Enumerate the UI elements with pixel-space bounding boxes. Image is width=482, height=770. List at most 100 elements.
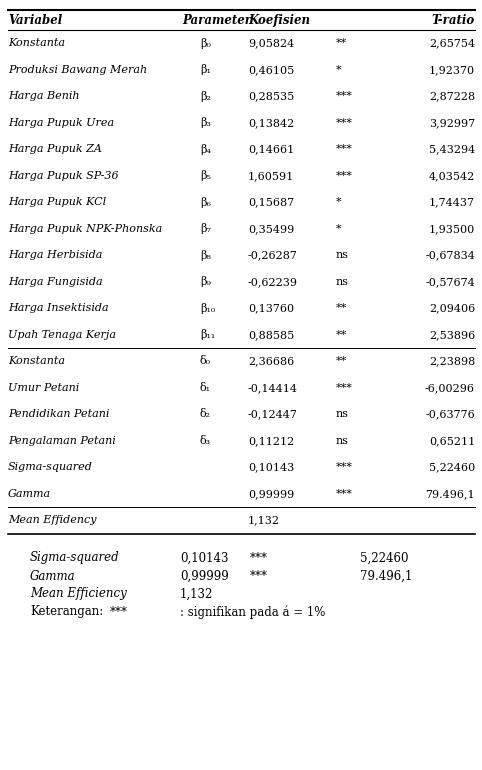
Text: ***: *** bbox=[336, 462, 353, 472]
Text: β₉: β₉ bbox=[200, 276, 211, 287]
Text: **: ** bbox=[336, 357, 347, 367]
Text: -0,63776: -0,63776 bbox=[425, 409, 475, 419]
Text: ***: *** bbox=[336, 383, 353, 393]
Text: Harga Pupuk SP-36: Harga Pupuk SP-36 bbox=[8, 171, 119, 181]
Text: *: * bbox=[336, 224, 342, 234]
Text: β₃: β₃ bbox=[200, 117, 211, 129]
Text: 79.496,1: 79.496,1 bbox=[426, 489, 475, 499]
Text: -6,00296: -6,00296 bbox=[425, 383, 475, 393]
Text: β₀: β₀ bbox=[200, 38, 211, 49]
Text: Upah Tenaga Kerja: Upah Tenaga Kerja bbox=[8, 330, 116, 340]
Text: 2,36686: 2,36686 bbox=[248, 357, 294, 367]
Text: 79.496,1: 79.496,1 bbox=[360, 570, 413, 582]
Text: 0,15687: 0,15687 bbox=[248, 197, 294, 207]
Text: -0,62239: -0,62239 bbox=[248, 276, 298, 286]
Text: ***: *** bbox=[336, 92, 353, 101]
Text: 5,43294: 5,43294 bbox=[429, 144, 475, 154]
Text: Konstanta: Konstanta bbox=[8, 38, 65, 49]
Text: 0,28535: 0,28535 bbox=[248, 92, 294, 101]
Text: 0,10143: 0,10143 bbox=[248, 462, 294, 472]
Text: Mean Effidency: Mean Effidency bbox=[8, 515, 96, 525]
Text: 1,60591: 1,60591 bbox=[248, 171, 294, 181]
Text: Pengalaman Petani: Pengalaman Petani bbox=[8, 436, 116, 446]
Text: 2,23898: 2,23898 bbox=[429, 357, 475, 367]
Text: 1,74437: 1,74437 bbox=[429, 197, 475, 207]
Text: -0,57674: -0,57674 bbox=[425, 276, 475, 286]
Text: 3,92997: 3,92997 bbox=[429, 118, 475, 128]
Text: ***: *** bbox=[336, 144, 353, 154]
Text: 1,132: 1,132 bbox=[180, 588, 214, 601]
Text: Parameter: Parameter bbox=[182, 14, 251, 26]
Text: 4,03542: 4,03542 bbox=[429, 171, 475, 181]
Text: Harga Insektisida: Harga Insektisida bbox=[8, 303, 108, 313]
Text: Sigma-squared: Sigma-squared bbox=[8, 462, 93, 472]
Text: Sigma-squared: Sigma-squared bbox=[30, 551, 120, 564]
Text: Gamma: Gamma bbox=[8, 489, 51, 499]
Text: Konstanta: Konstanta bbox=[8, 357, 65, 367]
Text: Harga Pupuk NPK-Phonska: Harga Pupuk NPK-Phonska bbox=[8, 224, 162, 234]
Text: Harga Pupuk ZA: Harga Pupuk ZA bbox=[8, 144, 102, 154]
Text: -0,12447: -0,12447 bbox=[248, 409, 298, 419]
Text: β₆: β₆ bbox=[200, 197, 211, 208]
Text: ns: ns bbox=[336, 409, 349, 419]
Text: δ₀: δ₀ bbox=[200, 357, 211, 367]
Text: 1,132: 1,132 bbox=[248, 515, 280, 525]
Text: 5,22460: 5,22460 bbox=[429, 462, 475, 472]
Text: T-ratio: T-ratio bbox=[432, 14, 475, 26]
Text: 0,10143: 0,10143 bbox=[180, 551, 228, 564]
Text: 0,88585: 0,88585 bbox=[248, 330, 294, 340]
Text: Harga Fungisida: Harga Fungisida bbox=[8, 276, 103, 286]
Text: 1,93500: 1,93500 bbox=[429, 224, 475, 234]
Text: 0,99999: 0,99999 bbox=[180, 570, 229, 582]
Text: 9,05824: 9,05824 bbox=[248, 38, 294, 49]
Text: β₁₁: β₁₁ bbox=[200, 330, 215, 340]
Text: δ₁: δ₁ bbox=[200, 383, 211, 393]
Text: ns: ns bbox=[336, 250, 349, 260]
Text: Harga Pupuk Urea: Harga Pupuk Urea bbox=[8, 118, 114, 128]
Text: Harga Pupuk KCl: Harga Pupuk KCl bbox=[8, 197, 106, 207]
Text: : signifikan pada á = 1%: : signifikan pada á = 1% bbox=[180, 605, 325, 619]
Text: 2,53896: 2,53896 bbox=[429, 330, 475, 340]
Text: ***: *** bbox=[336, 171, 353, 181]
Text: Harga Herbisida: Harga Herbisida bbox=[8, 250, 102, 260]
Text: 0,13760: 0,13760 bbox=[248, 303, 294, 313]
Text: 2,09406: 2,09406 bbox=[429, 303, 475, 313]
Text: Keterangan:: Keterangan: bbox=[30, 605, 103, 618]
Text: ***: *** bbox=[336, 118, 353, 128]
Text: 2,87228: 2,87228 bbox=[429, 92, 475, 101]
Text: ns: ns bbox=[336, 436, 349, 446]
Text: 0,35499: 0,35499 bbox=[248, 224, 294, 234]
Text: Produksi Bawang Merah: Produksi Bawang Merah bbox=[8, 65, 147, 75]
Text: *: * bbox=[336, 65, 342, 75]
Text: -0,26287: -0,26287 bbox=[248, 250, 298, 260]
Text: 0,14661: 0,14661 bbox=[248, 144, 294, 154]
Text: Umur Petani: Umur Petani bbox=[8, 383, 79, 393]
Text: δ₃: δ₃ bbox=[200, 436, 211, 446]
Text: Mean Efficiency: Mean Efficiency bbox=[30, 588, 127, 601]
Text: 0,46105: 0,46105 bbox=[248, 65, 294, 75]
Text: Gamma: Gamma bbox=[30, 570, 76, 582]
Text: 2,65754: 2,65754 bbox=[429, 38, 475, 49]
Text: **: ** bbox=[336, 330, 347, 340]
Text: β₁: β₁ bbox=[200, 64, 211, 75]
Text: *: * bbox=[336, 197, 342, 207]
Text: Koefisien: Koefisien bbox=[248, 14, 310, 26]
Text: -0,67834: -0,67834 bbox=[425, 250, 475, 260]
Text: 1,92370: 1,92370 bbox=[429, 65, 475, 75]
Text: ***: *** bbox=[110, 605, 128, 618]
Text: Pendidikan Petani: Pendidikan Petani bbox=[8, 409, 109, 419]
Text: 5,22460: 5,22460 bbox=[360, 551, 409, 564]
Text: β₁₀: β₁₀ bbox=[200, 303, 215, 313]
Text: 0,99999: 0,99999 bbox=[248, 489, 294, 499]
Text: β₇: β₇ bbox=[200, 223, 211, 234]
Text: ***: *** bbox=[250, 551, 268, 564]
Text: 0,65211: 0,65211 bbox=[429, 436, 475, 446]
Text: β₄: β₄ bbox=[200, 144, 211, 155]
Text: δ₂: δ₂ bbox=[200, 409, 211, 419]
Text: β₂: β₂ bbox=[200, 91, 211, 102]
Text: 0,11212: 0,11212 bbox=[248, 436, 294, 446]
Text: 0,13842: 0,13842 bbox=[248, 118, 294, 128]
Text: ***: *** bbox=[250, 570, 268, 582]
Text: **: ** bbox=[336, 303, 347, 313]
Text: Variabel: Variabel bbox=[8, 14, 62, 26]
